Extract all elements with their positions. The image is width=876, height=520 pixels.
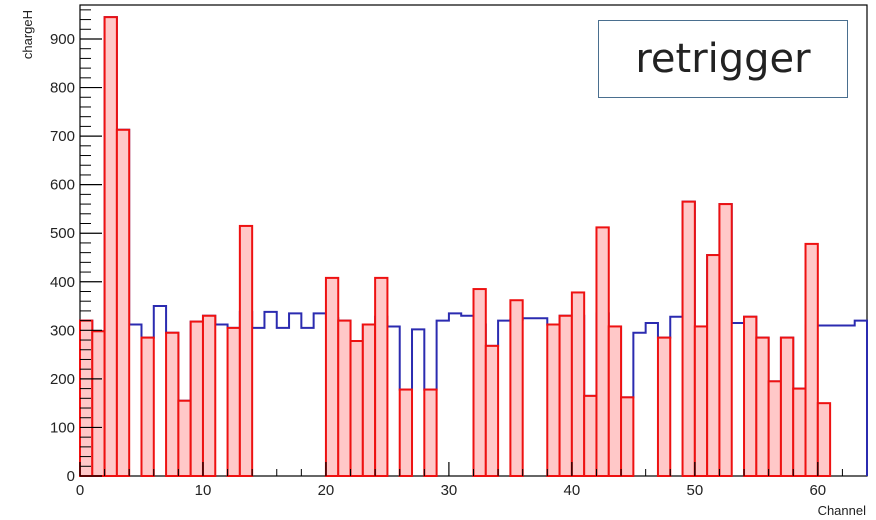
x-tick-label: 0 bbox=[76, 482, 84, 499]
red-bar bbox=[583, 394, 598, 477]
x-tick-label: 20 bbox=[318, 482, 335, 499]
y-tick-label: 800 bbox=[50, 80, 75, 97]
red-bar bbox=[103, 16, 118, 478]
y-axis-title: chargeH bbox=[20, 10, 35, 59]
red-bar bbox=[349, 340, 364, 477]
y-tick-label: 200 bbox=[50, 371, 75, 388]
x-tick-label: 50 bbox=[687, 482, 704, 499]
y-tick-label: 300 bbox=[50, 322, 75, 339]
red-bar bbox=[743, 315, 758, 477]
red-bar bbox=[509, 299, 524, 477]
red-bar bbox=[620, 396, 635, 477]
red-bar bbox=[816, 402, 832, 477]
red-bar bbox=[546, 323, 561, 477]
red-bar bbox=[792, 387, 807, 477]
red-bar bbox=[423, 388, 438, 477]
y-tick-label: 700 bbox=[50, 128, 75, 145]
y-tick-label: 900 bbox=[50, 31, 75, 48]
x-tick-label: 30 bbox=[441, 482, 458, 499]
red-bar bbox=[165, 331, 180, 477]
red-bar bbox=[484, 344, 500, 477]
red-bar bbox=[595, 226, 610, 477]
red-bar bbox=[558, 314, 573, 477]
red-bar bbox=[374, 276, 389, 478]
y-tick-label: 400 bbox=[50, 274, 75, 291]
red-bar bbox=[226, 326, 241, 477]
red-bar bbox=[472, 288, 487, 477]
red-bar bbox=[693, 325, 709, 478]
red-bar bbox=[115, 128, 131, 478]
red-bar bbox=[140, 336, 155, 477]
retrigger-annotation-box: retrigger bbox=[598, 20, 848, 98]
red-bar bbox=[361, 323, 377, 477]
red-bar bbox=[570, 291, 586, 477]
red-bar bbox=[238, 224, 254, 477]
y-tick-label: 600 bbox=[50, 177, 75, 194]
x-tick-label: 10 bbox=[195, 482, 212, 499]
axes: 0 100 200 300 400 500 600 700 800 900 0 10 20 30 40 50 6… bbox=[50, 9, 843, 499]
red-bar bbox=[706, 254, 721, 477]
red-bar bbox=[398, 388, 414, 477]
red-bar bbox=[607, 325, 623, 478]
red-bar bbox=[681, 200, 696, 477]
x-tick-label: 60 bbox=[809, 482, 826, 499]
red-bar bbox=[656, 336, 672, 477]
series-red-bars bbox=[79, 16, 832, 478]
red-bar bbox=[337, 319, 352, 477]
red-bar bbox=[718, 203, 733, 477]
red-bar bbox=[767, 380, 782, 477]
y-tick-label: 500 bbox=[50, 225, 75, 242]
red-bar bbox=[324, 276, 340, 478]
x-axis-title: Channel bbox=[818, 503, 867, 518]
red-bar bbox=[201, 314, 217, 477]
x-tick-label: 40 bbox=[564, 482, 581, 499]
y-tick-label: 0 bbox=[67, 468, 75, 485]
y-tick-label: 100 bbox=[50, 419, 75, 436]
red-bar bbox=[755, 336, 770, 477]
red-bar bbox=[779, 336, 795, 477]
red-bar bbox=[177, 399, 192, 478]
red-bar bbox=[189, 320, 204, 477]
red-bar bbox=[804, 242, 819, 477]
red-bar bbox=[91, 330, 106, 477]
annotation-text: retrigger bbox=[635, 36, 811, 82]
